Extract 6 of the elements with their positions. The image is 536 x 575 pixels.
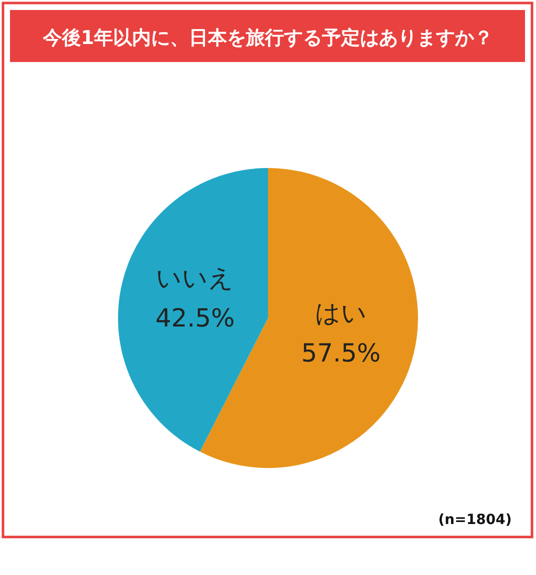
text: (n=1804) [438, 512, 512, 528]
data-label: 42.5% [155, 303, 235, 332]
slice-label: はい [314, 298, 367, 328]
slice-label: いいえ [156, 263, 234, 292]
data-label: 57.5% [301, 338, 381, 368]
chart-title: 今後1年以内に、日本を旅行する予定はありますか？ [42, 27, 494, 49]
